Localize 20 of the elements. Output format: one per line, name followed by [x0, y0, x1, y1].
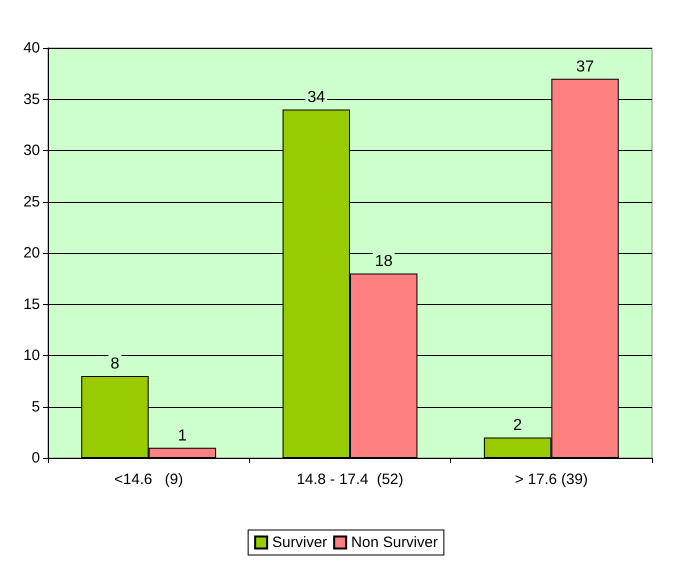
legend-label: Non Surviver: [351, 534, 438, 551]
data-label: 1: [178, 427, 187, 444]
data-label: 37: [576, 58, 594, 76]
y-tick-label: 10: [23, 347, 40, 364]
y-tick-label: 30: [23, 142, 40, 159]
data-label: 2: [513, 417, 522, 434]
x-tick-label: 14.8 - 17.4 (52): [296, 471, 404, 488]
y-tick-label: 40: [23, 40, 40, 56]
y-tick-label: 15: [23, 296, 40, 313]
y-tick-label: 5: [32, 398, 40, 416]
x-tick-label: <14.6 (9): [114, 471, 184, 488]
y-tick-label: 20: [23, 244, 40, 262]
y-tick-label: 0: [32, 450, 40, 466]
data-label: 34: [307, 89, 326, 106]
data-label: 18: [374, 253, 393, 270]
y-tick-label: 25: [23, 193, 40, 210]
x-tick-label: > 17.6 (39): [514, 471, 588, 488]
legend-label: Surviver: [272, 534, 328, 551]
y-tick-label: 35: [23, 90, 40, 108]
data-label: 8: [110, 356, 120, 372]
